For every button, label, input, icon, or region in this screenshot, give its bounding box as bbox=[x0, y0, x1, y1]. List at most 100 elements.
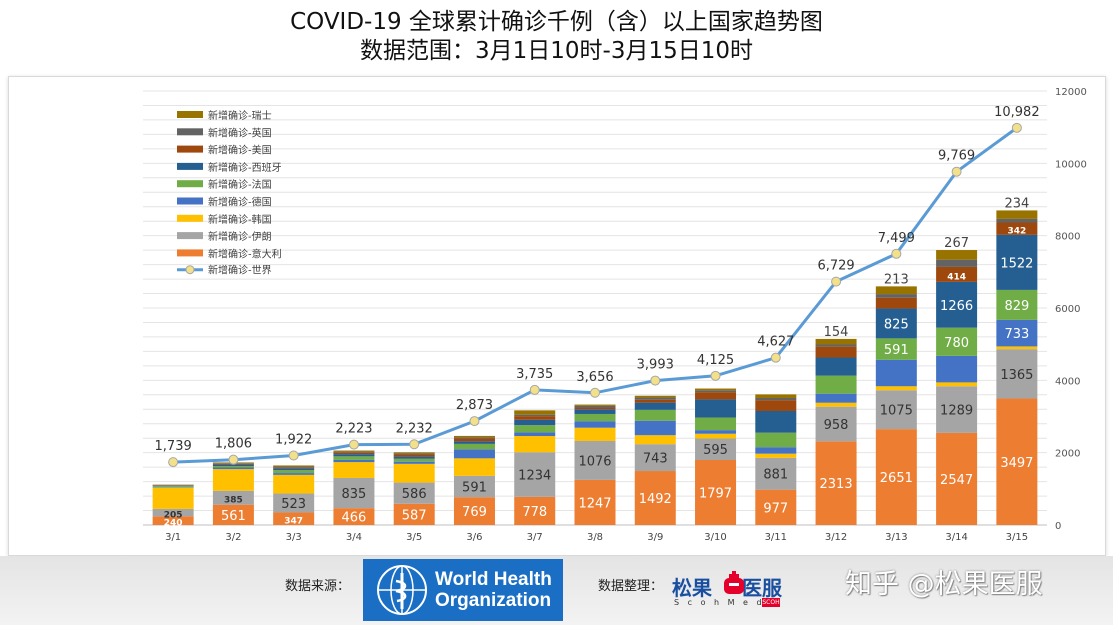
who-name-line-2: Organization bbox=[435, 590, 552, 611]
world-data-label: 9,769 bbox=[938, 149, 975, 164]
bar-data-label: 1365 bbox=[1000, 368, 1033, 383]
bar-segment bbox=[393, 461, 435, 464]
bar-segment bbox=[212, 464, 254, 467]
who-name: World Health Organization bbox=[435, 569, 552, 611]
legend-label: 新增确诊-世界 bbox=[208, 264, 272, 277]
world-series-point bbox=[469, 416, 480, 427]
bar-segment bbox=[514, 436, 556, 453]
x-tick-label: 3/14 bbox=[945, 532, 967, 543]
bar-segment bbox=[574, 421, 616, 428]
bar-segment bbox=[634, 397, 676, 400]
world-data-label: 6,729 bbox=[817, 259, 854, 274]
bar-segment bbox=[453, 497, 495, 525]
bar-segment bbox=[453, 443, 495, 450]
bar-data-label: 1266 bbox=[940, 299, 973, 314]
bar-segment bbox=[393, 456, 435, 459]
world-series-point bbox=[409, 439, 420, 450]
bar-segment bbox=[273, 465, 315, 467]
world-series-point bbox=[891, 248, 902, 259]
bar-segment bbox=[996, 289, 1038, 320]
bar-data-label: 2651 bbox=[880, 471, 913, 486]
bar-segment bbox=[815, 393, 857, 403]
bar-segment bbox=[936, 382, 978, 387]
bar-segment bbox=[695, 388, 737, 391]
footer: 数据来源： World Health Organization 数据整理： 松果… bbox=[0, 556, 1113, 625]
scohmed-name-b: 医服 bbox=[742, 576, 782, 600]
bar-segment bbox=[936, 386, 978, 433]
bar-segment bbox=[514, 432, 556, 437]
bar-segment bbox=[273, 493, 315, 513]
bar-segment bbox=[273, 474, 315, 494]
x-tick-label: 3/9 bbox=[647, 532, 663, 543]
bar-segment bbox=[574, 440, 616, 480]
bar-segment bbox=[755, 432, 797, 448]
bar-segment bbox=[212, 467, 254, 470]
bar-data-label: 154 bbox=[824, 325, 849, 340]
bar-segment bbox=[815, 344, 857, 347]
bar-data-label: 1522 bbox=[1000, 256, 1033, 271]
bar-segment bbox=[333, 462, 375, 478]
x-tick-label: 3/4 bbox=[346, 532, 362, 543]
world-data-label: 4,627 bbox=[757, 335, 794, 350]
bar-segment bbox=[875, 297, 917, 309]
bar-data-label: 1492 bbox=[639, 492, 672, 507]
bar-segment bbox=[634, 399, 676, 403]
legend-label: 新增确诊-意大利 bbox=[208, 247, 282, 260]
world-data-label: 1,806 bbox=[215, 437, 252, 452]
legend-label: 新增确诊-伊朗 bbox=[208, 230, 272, 243]
legend-swatch bbox=[177, 162, 203, 170]
bar-segment bbox=[453, 449, 495, 459]
bar-segment bbox=[875, 359, 917, 387]
legend-swatch bbox=[177, 145, 203, 153]
bar-segment bbox=[273, 470, 315, 474]
x-tick-label: 3/8 bbox=[587, 532, 603, 543]
bar-segment bbox=[755, 397, 797, 401]
world-series-point bbox=[529, 384, 540, 395]
bar-data-label: 1234 bbox=[518, 469, 551, 484]
world-data-label: 2,232 bbox=[396, 421, 433, 436]
bar-segment bbox=[273, 468, 315, 471]
bar-segment bbox=[574, 427, 616, 441]
world-series-point bbox=[831, 276, 842, 287]
world-series-point bbox=[1011, 122, 1022, 133]
bar-segment bbox=[333, 454, 375, 457]
world-data-label: 2,223 bbox=[335, 422, 372, 437]
bar-data-label: 778 bbox=[522, 505, 547, 520]
bar-segment bbox=[152, 487, 194, 509]
scohmed-tag: SCOH bbox=[762, 598, 780, 607]
bar-data-label: 958 bbox=[824, 418, 849, 433]
bar-segment bbox=[875, 286, 917, 295]
bar-data-label: 881 bbox=[763, 468, 788, 483]
x-tick-label: 3/6 bbox=[466, 532, 482, 543]
bar-data-label: 586 bbox=[402, 487, 427, 502]
bar-data-label: 2547 bbox=[940, 473, 973, 488]
bar-segment bbox=[815, 346, 857, 358]
bar-segment bbox=[393, 454, 435, 457]
bar-segment bbox=[273, 473, 315, 475]
bar-segment bbox=[393, 463, 435, 483]
bar-data-label: 1797 bbox=[699, 487, 732, 502]
bar-data-label: 466 bbox=[342, 511, 367, 526]
x-tick-label: 3/2 bbox=[225, 532, 241, 543]
legend-swatch bbox=[177, 249, 203, 257]
compiled-label: 数据整理： bbox=[598, 579, 664, 594]
world-data-label: 3,656 bbox=[576, 370, 613, 385]
bar-segment bbox=[393, 503, 435, 525]
bar-segment bbox=[333, 477, 375, 509]
legend-label: 新增确诊-瑞士 bbox=[208, 109, 272, 122]
bar-segment bbox=[152, 508, 194, 517]
title-line-1: COVID-19 全球累计确诊千例（含）以上国家趋势图 bbox=[290, 9, 823, 35]
bar-segment bbox=[695, 392, 737, 400]
bar-data-label: 2313 bbox=[820, 477, 853, 492]
y-tick-label: 10000 bbox=[1055, 159, 1087, 170]
bar-segment bbox=[936, 250, 978, 260]
bar-segment bbox=[695, 438, 737, 461]
legend-swatch bbox=[177, 197, 203, 205]
who-logo: World Health Organization bbox=[363, 559, 563, 621]
bar-segment bbox=[152, 487, 194, 488]
world-series-point bbox=[770, 352, 781, 363]
bar-segment bbox=[453, 458, 495, 476]
x-tick-label: 3/1 bbox=[165, 532, 181, 543]
bar-data-label: 267 bbox=[944, 236, 969, 251]
bar-segment bbox=[634, 435, 676, 445]
